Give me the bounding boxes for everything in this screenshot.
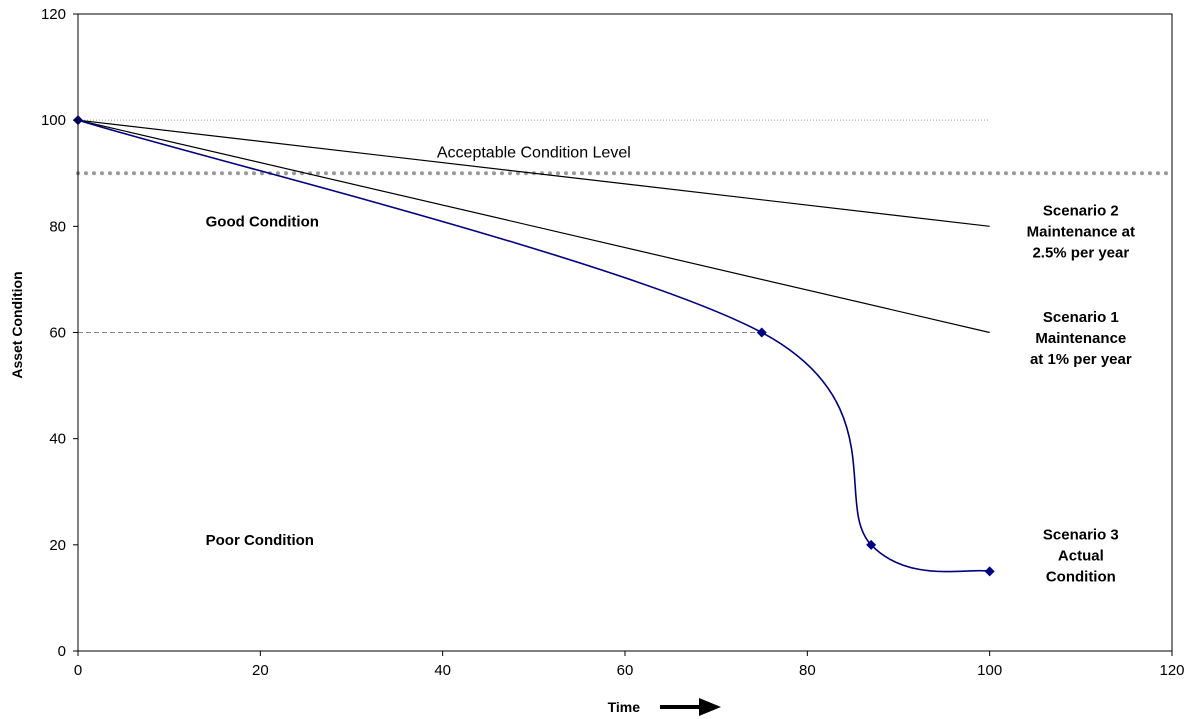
annotation-line: Maintenance (1035, 330, 1126, 347)
y-tick-label: 20 (49, 537, 66, 554)
series-lines (77, 119, 990, 573)
x-tick-label: 20 (252, 662, 269, 679)
y-tick-label: 80 (49, 218, 66, 235)
y-tick-label: 120 (41, 6, 66, 23)
x-tick-label: 60 (617, 662, 634, 679)
annotation-line: Scenario 3 (1043, 527, 1119, 544)
annotation-scenario-3: Scenario 3 Actual Condition (1043, 527, 1119, 586)
annotation-line: Acceptable Condition Level (437, 144, 631, 161)
y-axis-title: Asset Condition (9, 271, 25, 378)
y-tick-label: 0 (58, 643, 66, 660)
annotation-line: Actual (1058, 548, 1104, 565)
reference-lines (76, 119, 1174, 333)
annotation-line: at 1% per year (1030, 351, 1132, 368)
annotations: Acceptable Condition Level Good Condition… (206, 144, 1135, 585)
x-tick-label: 100 (977, 662, 1002, 679)
x-tick-label: 120 (1159, 662, 1184, 679)
annotation-line: 2.5% per year (1032, 245, 1129, 262)
annotation-acceptable: Acceptable Condition Level (437, 144, 631, 161)
axes: 0 20 40 60 80 100 120 0 20 40 60 80 100 120 (41, 6, 1185, 679)
annotation-poor: Poor Condition (206, 532, 314, 549)
annotation-line: Scenario 2 (1043, 203, 1119, 220)
data-markers (73, 115, 995, 577)
x-tick-label: 80 (799, 662, 816, 679)
annotation-line: Maintenance at (1027, 224, 1135, 241)
annotation-scenario-2: Scenario 2 Maintenance at 2.5% per year (1027, 203, 1135, 262)
annotation-scenario-1: Scenario 1 Maintenance at 1% per year (1030, 309, 1132, 368)
annotation-good: Good Condition (206, 213, 319, 230)
x-axis-title: Time (608, 699, 641, 715)
data-point-marker (756, 327, 767, 338)
right-arrow-icon (660, 698, 721, 716)
series-line-3 (77, 119, 990, 573)
annotation-line: Scenario 1 (1043, 309, 1119, 326)
x-tick-label: 40 (434, 662, 451, 679)
data-point-marker (866, 539, 877, 550)
annotation-line: Condition (1046, 569, 1116, 586)
x-tick-label: 0 (74, 662, 82, 679)
series-line-2 (77, 119, 990, 334)
annotation-line: Poor Condition (206, 532, 314, 549)
y-tick-label: 100 (41, 112, 66, 129)
y-tick-label: 40 (49, 431, 66, 448)
series-line-1 (77, 119, 990, 227)
annotation-line: Good Condition (206, 213, 319, 230)
data-point-marker (984, 566, 995, 577)
y-tick-label: 60 (49, 325, 66, 342)
